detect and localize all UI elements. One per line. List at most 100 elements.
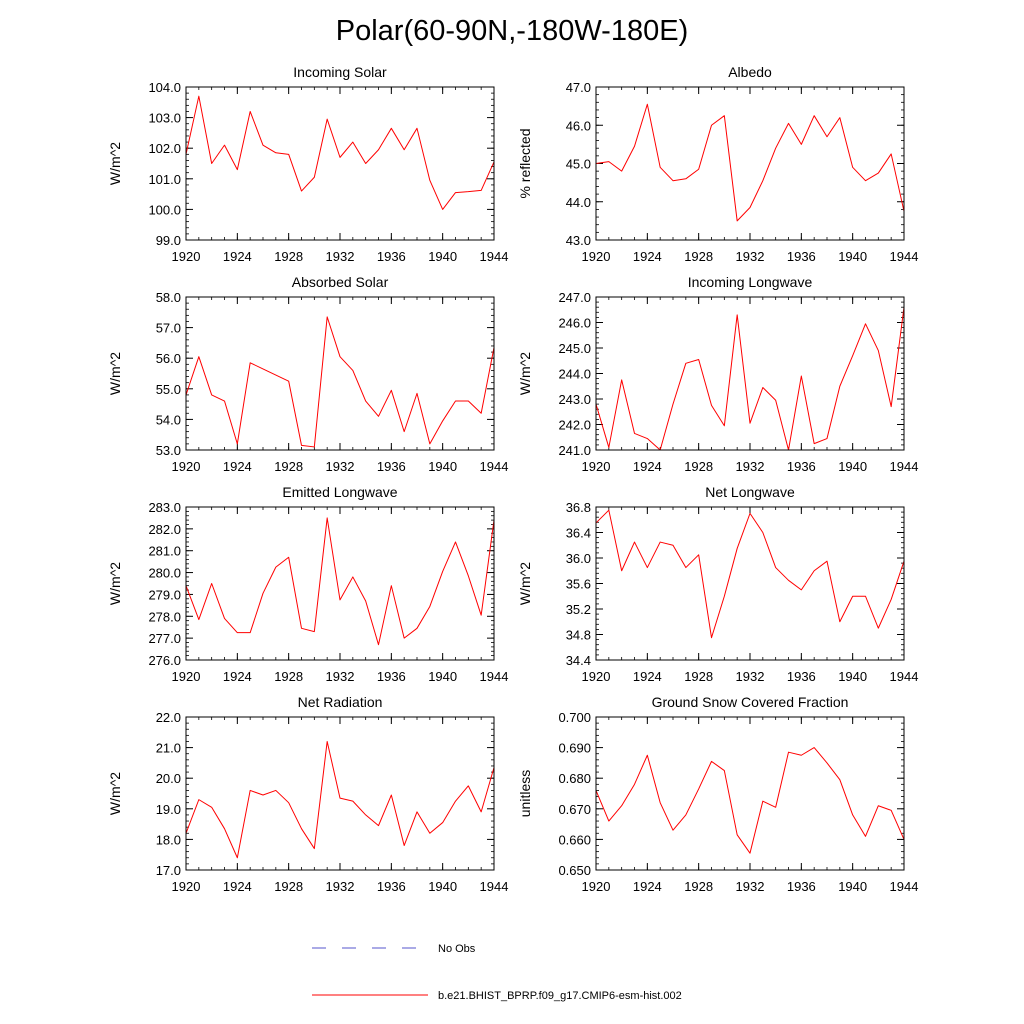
y-tick-label: 46.0 xyxy=(566,118,591,133)
y-tick-label: 277.0 xyxy=(148,631,181,646)
page-title: Polar(60-90N,-180W-180E) xyxy=(335,15,689,47)
plot-frame xyxy=(595,716,905,871)
y-tick-label: 47.0 xyxy=(566,80,591,95)
y-tick-label: 100.0 xyxy=(148,202,181,217)
x-tick-label: 1932 xyxy=(326,669,355,684)
y-tick-label: 36.4 xyxy=(566,526,591,541)
x-tick-label: 1924 xyxy=(633,459,662,474)
x-tick-label: 1928 xyxy=(684,249,713,264)
y-tick-label: 35.6 xyxy=(566,577,591,592)
y-axis-label: W/m^2 xyxy=(107,142,123,185)
x-tick-label: 1928 xyxy=(274,669,303,684)
chart-panel-2: Albedo % reflected 1920 1924 1928 1932 1936 194… xyxy=(517,64,918,264)
y-tick-label: 0.680 xyxy=(558,771,591,786)
y-tick-label: 246.0 xyxy=(558,316,591,331)
legend: No Obs b.e21.BHIST_BPRP.f09_g17.CMIP6-esm… xyxy=(312,943,682,1002)
y-tick-label: 36.0 xyxy=(566,551,591,566)
x-tick-label: 1936 xyxy=(377,459,406,474)
y-tick-label: 244.0 xyxy=(558,367,591,382)
x-tick-label: 1932 xyxy=(736,249,765,264)
y-tick-label: 53.0 xyxy=(156,443,181,458)
y-tick-label: 36.8 xyxy=(566,500,591,515)
x-tick-label: 1936 xyxy=(787,669,816,684)
x-tick-label: 1920 xyxy=(582,249,611,264)
plot-frame xyxy=(595,86,905,241)
x-tick-label: 1920 xyxy=(172,669,201,684)
y-tick-label: 104.0 xyxy=(148,80,181,95)
y-tick-label: 276.0 xyxy=(148,653,181,668)
plot-frame xyxy=(185,296,495,451)
x-tick-label: 1932 xyxy=(326,459,355,474)
x-tick-label: 1944 xyxy=(890,249,919,264)
series-line xyxy=(185,316,495,448)
y-tick-label: 35.2 xyxy=(566,602,591,617)
chart-title: Incoming Solar xyxy=(293,64,387,80)
y-tick-label: 0.650 xyxy=(558,863,591,878)
chart-title: Incoming Longwave xyxy=(688,274,813,290)
x-tick-label: 1928 xyxy=(684,459,713,474)
plot-frame xyxy=(185,506,495,661)
x-tick-label: 1928 xyxy=(274,459,303,474)
x-tick-label: 1944 xyxy=(480,249,509,264)
x-tick-label: 1924 xyxy=(223,669,252,684)
y-tick-label: 0.660 xyxy=(558,832,591,847)
y-axis-label: W/m^2 xyxy=(517,352,533,395)
chart-title: Emitted Longwave xyxy=(282,484,397,500)
y-tick-label: 283.0 xyxy=(148,500,181,515)
series-line xyxy=(595,747,905,854)
y-axis-label: W/m^2 xyxy=(107,562,123,605)
plot-frame xyxy=(595,296,905,451)
plot-frame xyxy=(185,716,495,871)
y-axis-label: W/m^2 xyxy=(517,562,533,605)
x-tick-label: 1924 xyxy=(633,669,662,684)
series-line xyxy=(595,509,905,639)
x-tick-label: 1924 xyxy=(223,459,252,474)
x-tick-label: 1920 xyxy=(172,879,201,894)
y-tick-label: 281.0 xyxy=(148,544,181,559)
x-tick-label: 1924 xyxy=(633,249,662,264)
y-tick-label: 280.0 xyxy=(148,566,181,581)
x-tick-label: 1936 xyxy=(377,879,406,894)
y-tick-label: 19.0 xyxy=(156,802,181,817)
y-tick-label: 57.0 xyxy=(156,321,181,336)
x-tick-label: 1920 xyxy=(172,459,201,474)
chart-panel-3: Absorbed Solar W/m^2 1920 1924 1928 1932 1936 1… xyxy=(107,274,508,474)
y-tick-label: 102.0 xyxy=(148,141,181,156)
chart-title: Albedo xyxy=(728,64,772,80)
plot-frame xyxy=(185,86,495,241)
x-tick-label: 1920 xyxy=(172,249,201,264)
x-tick-label: 1944 xyxy=(890,879,919,894)
x-tick-label: 1944 xyxy=(480,879,509,894)
y-tick-label: 0.690 xyxy=(558,741,591,756)
y-tick-label: 0.670 xyxy=(558,802,591,817)
x-tick-label: 1924 xyxy=(223,879,252,894)
x-tick-label: 1920 xyxy=(582,669,611,684)
y-tick-label: 245.0 xyxy=(558,341,591,356)
y-axis-label: W/m^2 xyxy=(107,352,123,395)
x-tick-label: 1928 xyxy=(274,249,303,264)
x-tick-label: 1944 xyxy=(480,459,509,474)
x-tick-label: 1932 xyxy=(326,249,355,264)
x-tick-label: 1944 xyxy=(890,459,919,474)
x-tick-label: 1936 xyxy=(377,249,406,264)
y-tick-label: 242.0 xyxy=(558,418,591,433)
legend-label: b.e21.BHIST_BPRP.f09_g17.CMIP6-esm-hist.… xyxy=(438,990,682,1002)
x-tick-label: 1940 xyxy=(428,459,457,474)
y-axis-label: % reflected xyxy=(517,128,533,198)
x-tick-label: 1940 xyxy=(428,879,457,894)
chart-panel-7: Net Radiation W/m^2 1920 1924 1928 1932 1936 19… xyxy=(107,694,508,894)
x-tick-label: 1940 xyxy=(428,669,457,684)
legend-label: No Obs xyxy=(438,943,476,955)
x-tick-label: 1932 xyxy=(326,879,355,894)
x-tick-label: 1920 xyxy=(582,459,611,474)
x-tick-label: 1932 xyxy=(736,669,765,684)
series-line xyxy=(185,740,495,859)
series-line xyxy=(595,307,905,451)
y-tick-label: 58.0 xyxy=(156,290,181,305)
x-tick-label: 1936 xyxy=(377,669,406,684)
x-tick-label: 1924 xyxy=(223,249,252,264)
y-tick-label: 279.0 xyxy=(148,587,181,602)
chart-panel-5: Emitted Longwave W/m^2 1920 1924 1928 1932 193… xyxy=(107,484,508,684)
series-line xyxy=(595,103,905,222)
chart-panel-4: Incoming Longwave W/m^2 1920 1924 1928 1932 19… xyxy=(517,274,918,474)
